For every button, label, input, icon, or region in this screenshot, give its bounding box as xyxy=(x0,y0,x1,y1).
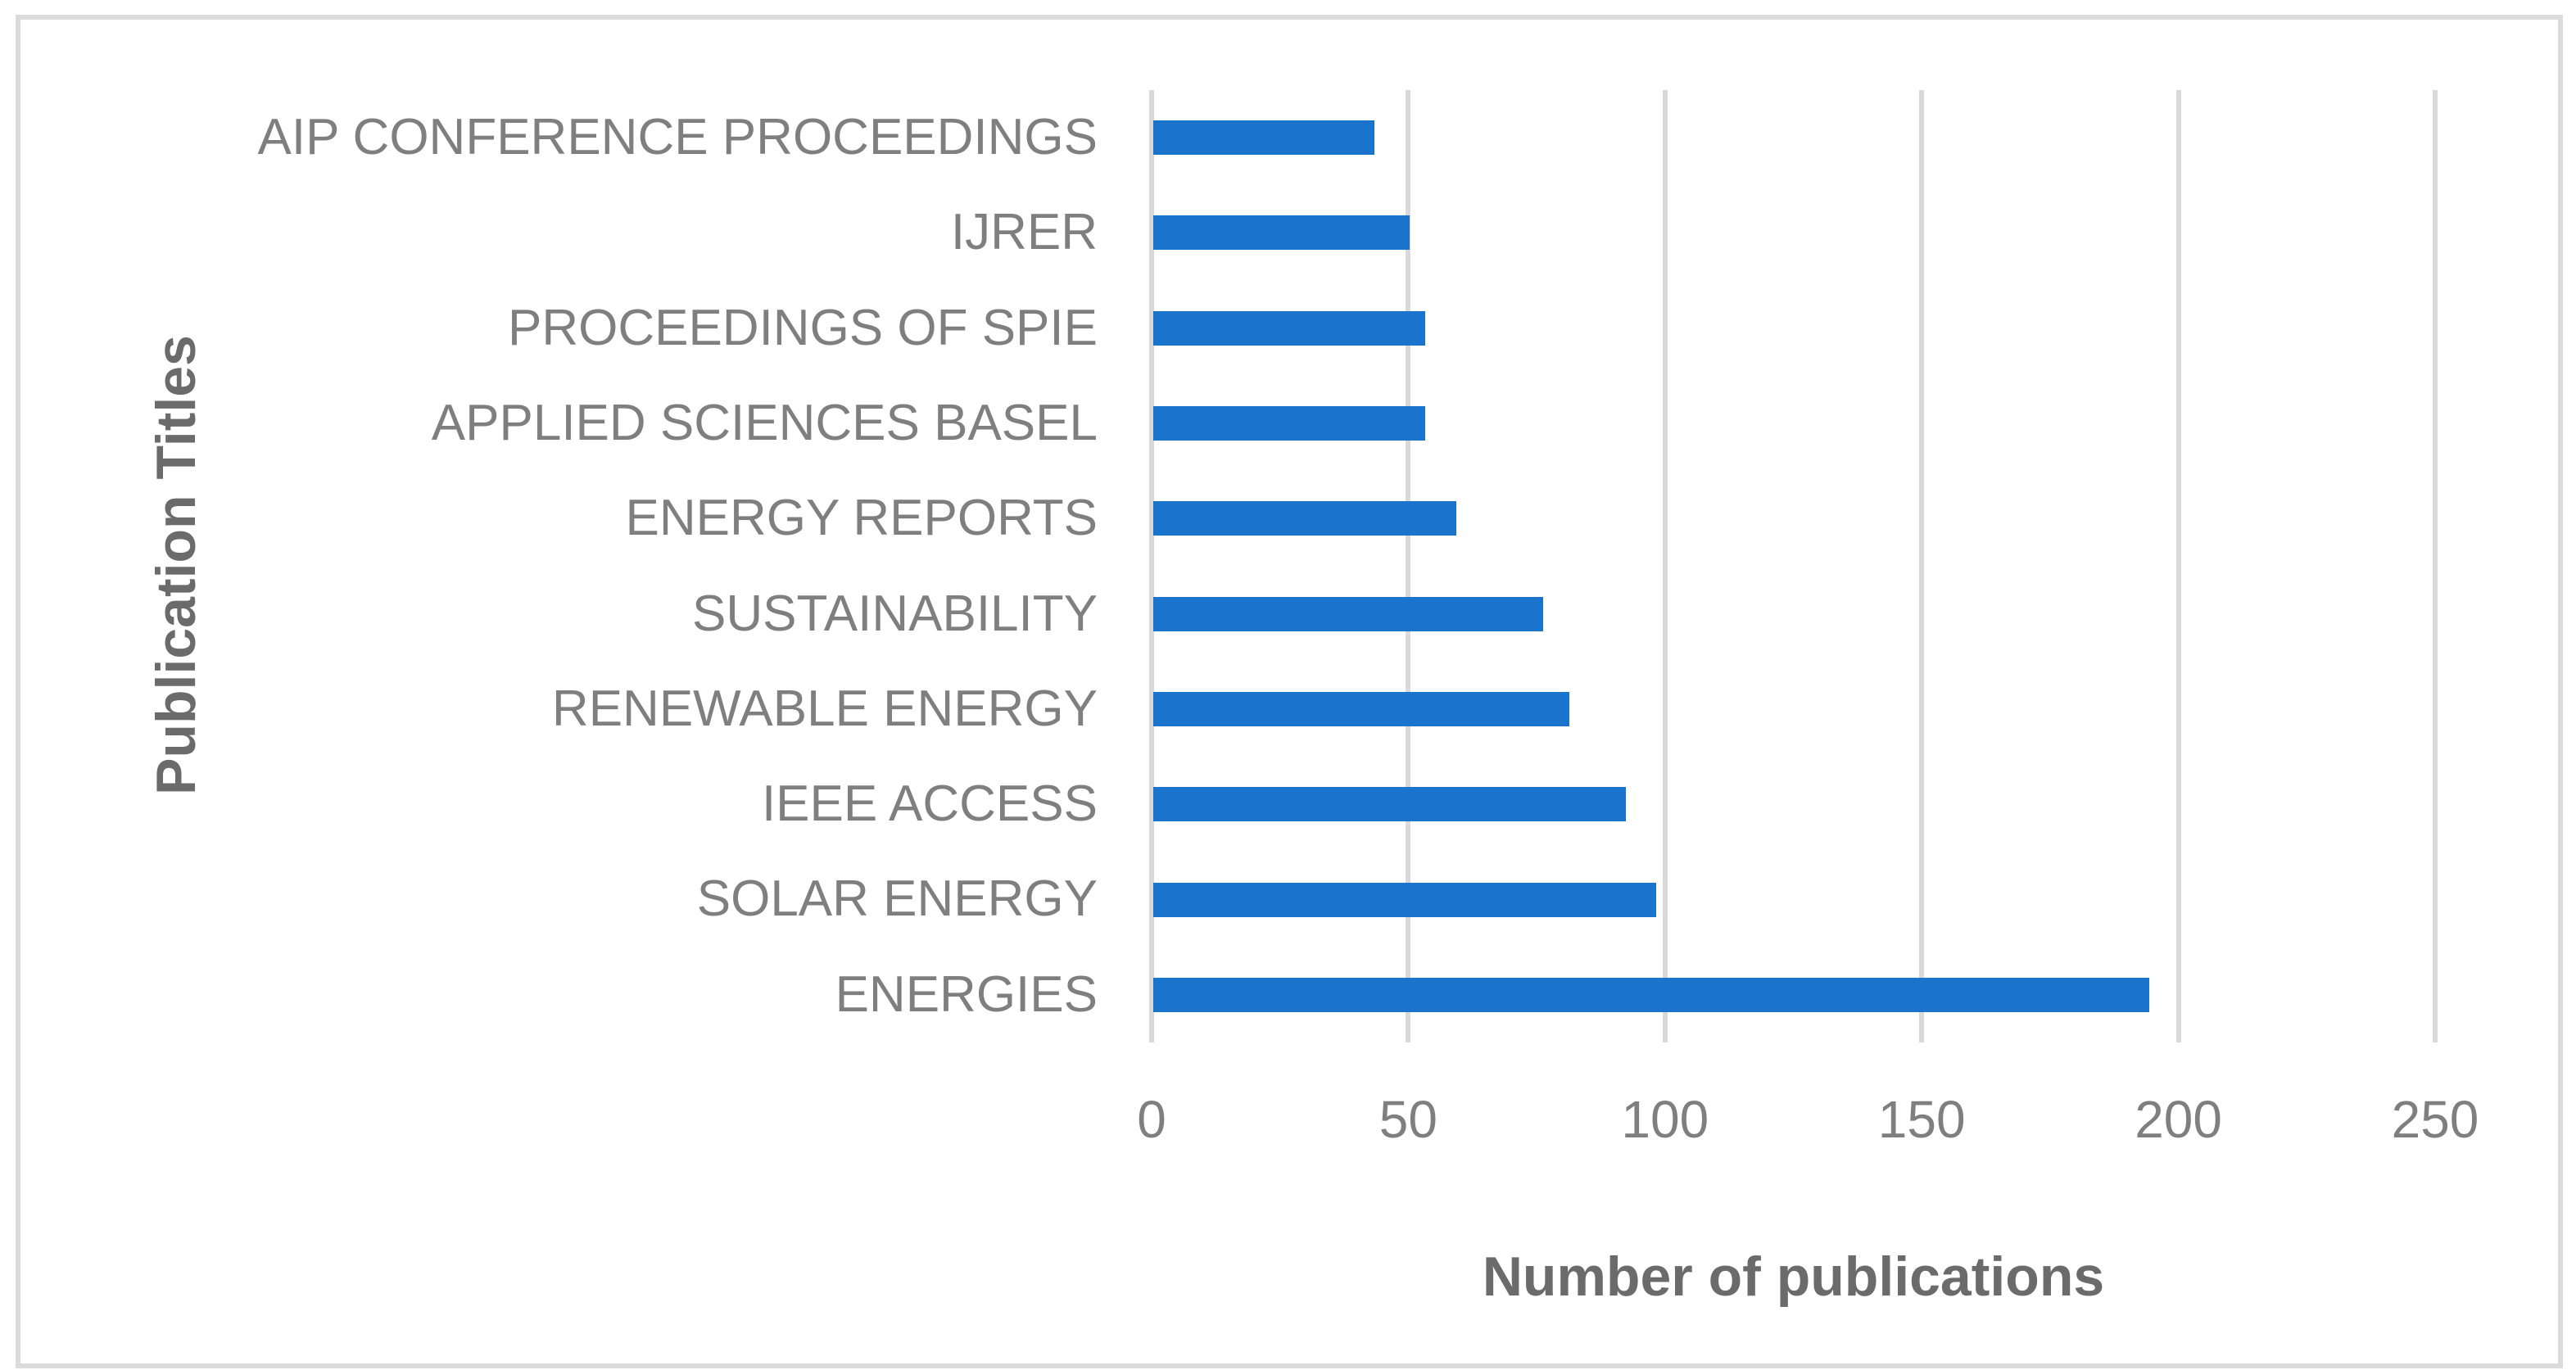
bar-renewable-energy xyxy=(1153,691,1569,726)
category-label: IJRER xyxy=(950,204,1098,261)
x-tick-label: 250 xyxy=(2391,1090,2479,1149)
bar-ieee-access xyxy=(1153,787,1626,822)
category-label-column: AIP CONFERENCE PROCEEDINGS IJRER PROCEEDIN… xyxy=(0,90,1098,1042)
gridline-x-100 xyxy=(1662,90,1668,1042)
bar-row xyxy=(1152,281,2435,376)
bar-proceedings-of-spie xyxy=(1153,310,1426,346)
x-tick-label: 0 xyxy=(1137,1090,1166,1149)
gridline-x-200 xyxy=(2175,90,2181,1042)
category-label: ENERGIES xyxy=(835,965,1098,1023)
category-label: SOLAR ENERGY xyxy=(696,870,1098,928)
bar-row xyxy=(1152,757,2435,852)
x-tick-label: 150 xyxy=(1877,1090,1966,1149)
bar-applied-sciences-basel xyxy=(1153,406,1426,441)
bar-row xyxy=(1152,567,2435,662)
bar-row xyxy=(1152,185,2435,280)
bar-energy-reports xyxy=(1153,501,1456,536)
x-axis-tick-labels: 0 50 100 150 200 250 xyxy=(1137,1089,2479,1155)
category-label: SUSTAINABILITY xyxy=(692,585,1098,642)
bar-aip-conference-proceedings xyxy=(1153,120,1374,156)
bar-row xyxy=(1152,471,2435,566)
bar-row xyxy=(1152,662,2435,757)
bar-row xyxy=(1152,947,2435,1042)
bar-sustainability xyxy=(1153,596,1544,631)
bar-row xyxy=(1152,376,2435,471)
gridline-x-50 xyxy=(1406,90,1411,1042)
x-tick-label: 100 xyxy=(1621,1090,1709,1149)
plot-area xyxy=(1149,90,2438,1042)
category-label: AIP CONFERENCE PROCEEDINGS xyxy=(257,109,1098,165)
category-label: ENERGY REPORTS xyxy=(625,490,1098,547)
category-label: APPLIED SCIENCES BASEL xyxy=(431,394,1098,451)
x-tick-label: 200 xyxy=(2135,1090,2222,1149)
x-tick-label: 50 xyxy=(1379,1090,1437,1149)
category-label: IEEE ACCESS xyxy=(761,775,1098,833)
gridline-x-250 xyxy=(2433,90,2438,1042)
gridline-x-0 xyxy=(1149,90,1154,1042)
bar-row xyxy=(1152,90,2435,185)
category-label: PROCEEDINGS OF SPIE xyxy=(507,299,1098,356)
y-axis-title: Publication Titles xyxy=(145,335,207,795)
bar-energies xyxy=(1153,977,2149,1012)
bar-row xyxy=(1152,852,2435,947)
x-axis-title: Number of publications xyxy=(1482,1246,2105,1308)
gridline-x-150 xyxy=(1919,90,1925,1042)
bar-solar-energy xyxy=(1153,882,1657,917)
category-label: RENEWABLE ENERGY xyxy=(551,680,1098,737)
bar-ijrer xyxy=(1153,215,1410,251)
